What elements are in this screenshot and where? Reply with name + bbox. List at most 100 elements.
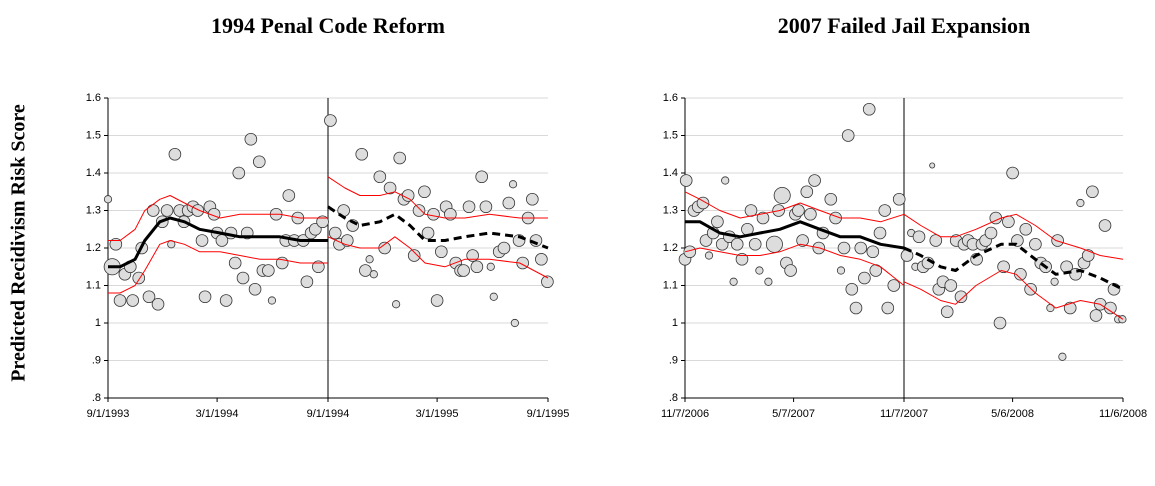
data-point: [248, 282, 262, 296]
data-point: [479, 200, 493, 214]
data-point: [219, 294, 233, 307]
data-point: [912, 230, 926, 244]
confidence-band: [327, 236, 549, 279]
data-point: [457, 264, 470, 277]
data-point: [412, 204, 426, 217]
data-point: [849, 301, 863, 315]
y-tick-label: 1.2: [663, 242, 678, 254]
y-tick-label: 1.3: [86, 204, 101, 216]
data-point: [1050, 277, 1059, 286]
data-point: [508, 180, 518, 189]
data-point: [146, 204, 160, 217]
data-point: [232, 166, 246, 180]
data-point: [393, 151, 407, 165]
data-point: [541, 275, 554, 289]
data-point: [191, 204, 205, 217]
data-point: [824, 192, 838, 206]
data-point: [744, 204, 758, 217]
data-point: [755, 266, 764, 275]
data-point: [282, 189, 296, 202]
data-point: [892, 192, 906, 206]
data-point: [489, 292, 498, 301]
data-point: [1098, 219, 1112, 232]
data-point: [1089, 309, 1103, 322]
data-point: [168, 147, 182, 161]
data-point: [1024, 282, 1037, 296]
data-point: [510, 318, 519, 328]
data-point: [300, 275, 314, 289]
data-point: [984, 226, 998, 240]
fit-line: [327, 205, 549, 250]
data-point: [878, 204, 892, 217]
data-point: [711, 215, 724, 229]
y-tick-label: 1.4: [86, 167, 101, 179]
data-point: [126, 294, 140, 307]
data-point: [401, 189, 415, 202]
data-point: [526, 192, 539, 206]
y-axis-label: Predicted Recidivism Risk Score: [8, 104, 30, 382]
data-point: [748, 237, 762, 251]
data-point: [444, 207, 457, 221]
data-point: [1051, 234, 1064, 247]
data-point: [940, 305, 954, 319]
data-point: [854, 241, 868, 255]
data-point: [430, 294, 444, 307]
data-point: [365, 255, 374, 264]
data-point: [841, 129, 855, 142]
data-point: [262, 264, 275, 277]
data-point: [873, 226, 887, 240]
x-tick-label: 11/7/2006: [661, 408, 709, 420]
data-point: [142, 290, 156, 304]
x-tick-label: 9/1/1993: [87, 408, 130, 420]
data-point: [887, 279, 901, 292]
data-point: [324, 114, 337, 127]
data-point: [502, 196, 516, 210]
x-tick-label: 5/7/2007: [772, 408, 815, 420]
data-point: [1086, 185, 1099, 199]
data-point: [113, 294, 127, 307]
data-point: [535, 252, 548, 266]
data-point: [427, 207, 440, 221]
data-point: [475, 170, 488, 184]
data-point: [328, 226, 342, 240]
data-point: [845, 282, 859, 296]
data-point: [109, 237, 123, 251]
data-point: [954, 290, 968, 304]
data-point: [407, 249, 421, 262]
y-tick-label: 1.1: [663, 279, 678, 291]
data-point: [435, 245, 448, 259]
data-point: [103, 195, 113, 204]
data-point: [944, 279, 958, 292]
data-point: [421, 226, 435, 240]
data-point: [466, 249, 479, 262]
data-point: [1104, 301, 1117, 315]
x-tick-label: 9/1/1994: [307, 408, 350, 420]
y-tick-label: 1.6: [86, 92, 101, 104]
data-point: [1058, 352, 1067, 361]
y-tick-label: .9: [92, 354, 101, 366]
data-point: [359, 264, 372, 277]
data-point: [929, 162, 936, 169]
data-point: [236, 271, 250, 285]
data-point: [383, 181, 397, 195]
fit-line: [903, 242, 1124, 291]
data-point: [160, 204, 174, 217]
data-point: [1076, 198, 1085, 208]
data-point: [1006, 166, 1019, 180]
y-tick-label: .8: [669, 392, 678, 404]
y-tick-label: 1.3: [663, 204, 678, 216]
data-point: [486, 262, 495, 271]
data-point: [198, 290, 212, 304]
data-point: [195, 234, 209, 247]
data-point: [765, 235, 783, 253]
y-tick-label: 1.4: [663, 167, 678, 179]
y-tick-label: .9: [669, 354, 678, 366]
data-point: [462, 200, 476, 214]
y-tick-label: 1: [672, 317, 678, 329]
data-point: [858, 271, 871, 285]
data-point: [312, 260, 325, 274]
x-tick-label: 11/6/2008: [1099, 408, 1147, 420]
data-point: [862, 102, 876, 116]
data-point: [683, 245, 697, 259]
